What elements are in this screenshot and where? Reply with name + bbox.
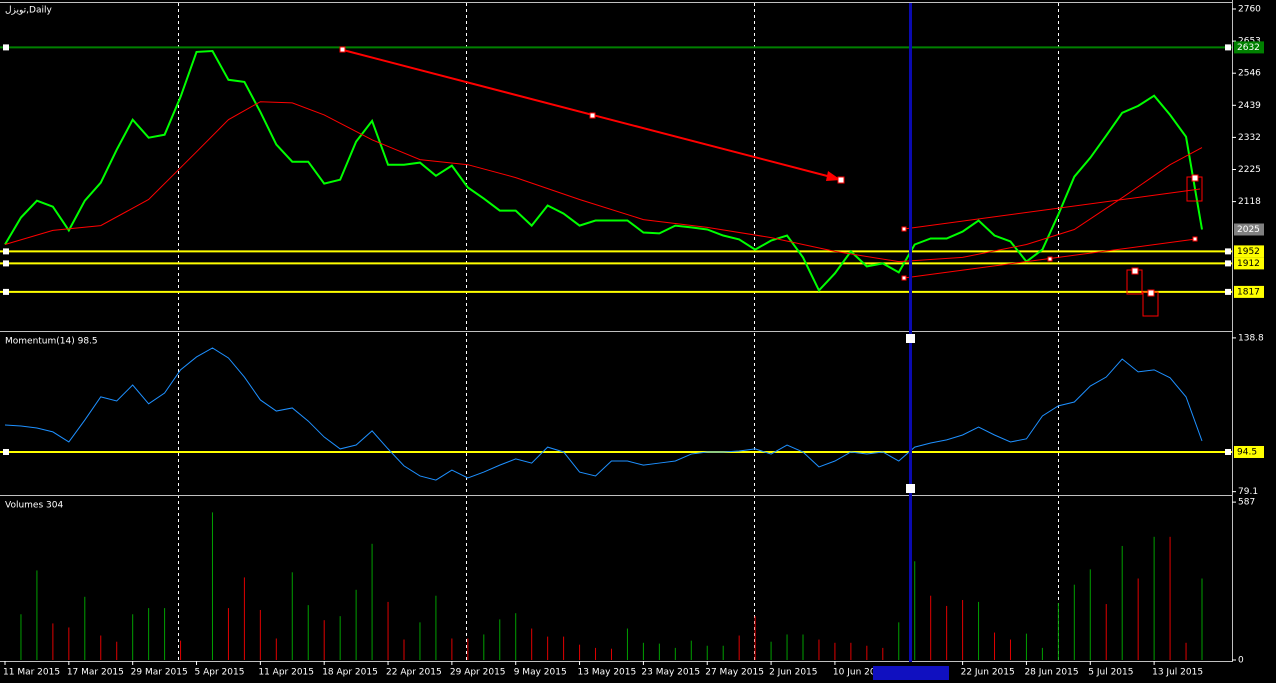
y-tick-label: 2439 (1238, 101, 1261, 111)
h-line-handle (1225, 288, 1231, 295)
price-pane-title: تويزل,Daily (5, 6, 52, 16)
y-tick-label: 0 (1238, 656, 1244, 666)
h-line-label-bg (1234, 41, 1264, 54)
series-line (4, 101, 1203, 263)
x-tick-label: 10 Jun 2015 (833, 668, 887, 678)
y-tick-label: 587 (1238, 498, 1255, 508)
drawing-objects (339, 3, 1203, 680)
h-line-handle (3, 288, 9, 295)
price-label-bg (1234, 223, 1264, 236)
h-line-label-bg (1234, 285, 1264, 298)
h-line-handle (3, 448, 9, 455)
x-tick-label: 5 Apr 2015 (195, 668, 245, 678)
plot-layer: 2760265325462439233222252118263219521912… (0, 5, 1264, 678)
x-tick-label: 17 Mar 2015 (67, 668, 124, 678)
x-tick-label: 27 May 2015 (705, 668, 764, 678)
x-tick-label: 2 Jun 2015 (769, 668, 817, 678)
y-tick-label: 2760 (1238, 5, 1261, 15)
price-label: 2025 (1237, 225, 1260, 235)
h-line-label-bg (1234, 257, 1264, 270)
x-tick-label: 29 Apr 2015 (450, 668, 506, 678)
x-tick-label: 28 Jun 2015 (1024, 668, 1078, 678)
x-tick-label: 23 May 2015 (641, 668, 700, 678)
h-line-label: 94.5 (1237, 447, 1257, 457)
x-tick-label: 5 Jul 2015 (1088, 668, 1133, 678)
h-line-handle (3, 44, 9, 51)
h-line-label: 1817 (1237, 287, 1260, 297)
h-line-handle (3, 248, 9, 255)
h-line-handle (1225, 260, 1231, 267)
x-tick-label: 11 Apr 2015 (258, 668, 314, 678)
momentum-pane-title: Momentum(14) 98.5 (5, 337, 98, 347)
x-tick-label: 13 May 2015 (578, 668, 637, 678)
x-tick-label: 13 Jul 2015 (1152, 668, 1203, 678)
y-tick-label: 2332 (1238, 133, 1261, 143)
h-line-label: 1952 (1237, 247, 1260, 257)
y-tick-label: 138.8 (1238, 333, 1264, 343)
x-tick-label: 9 May 2015 (514, 668, 567, 678)
x-tick-label: 22 Apr 2015 (386, 668, 442, 678)
h-line-handle (1225, 448, 1231, 455)
h-line-handle (1225, 44, 1231, 51)
h-line-label-bg (1234, 445, 1264, 458)
y-tick-label: 2546 (1238, 69, 1261, 79)
series-line (4, 49, 1203, 293)
h-line-label-bg (1234, 245, 1264, 258)
h-line-label: 2632 (1237, 43, 1260, 53)
x-tick-label: 11 Mar 2015 (3, 668, 60, 678)
h-line-handle (3, 260, 9, 267)
y-tick-label: 79.1 (1238, 487, 1258, 497)
y-tick-label: 2118 (1238, 197, 1261, 207)
x-tick-label: 29 Mar 2015 (131, 668, 188, 678)
volume-pane-title: Volumes 304 (5, 501, 63, 511)
x-tick-label: 18 Apr 2015 (322, 668, 378, 678)
x-tick-label: 22 Jun 2015 (961, 668, 1015, 678)
y-tick-label: 2225 (1238, 165, 1261, 175)
series-line (4, 347, 1203, 481)
h-line-label: 1912 (1237, 259, 1260, 269)
h-line-handle (1225, 248, 1231, 255)
v-grid (178, 3, 1059, 660)
